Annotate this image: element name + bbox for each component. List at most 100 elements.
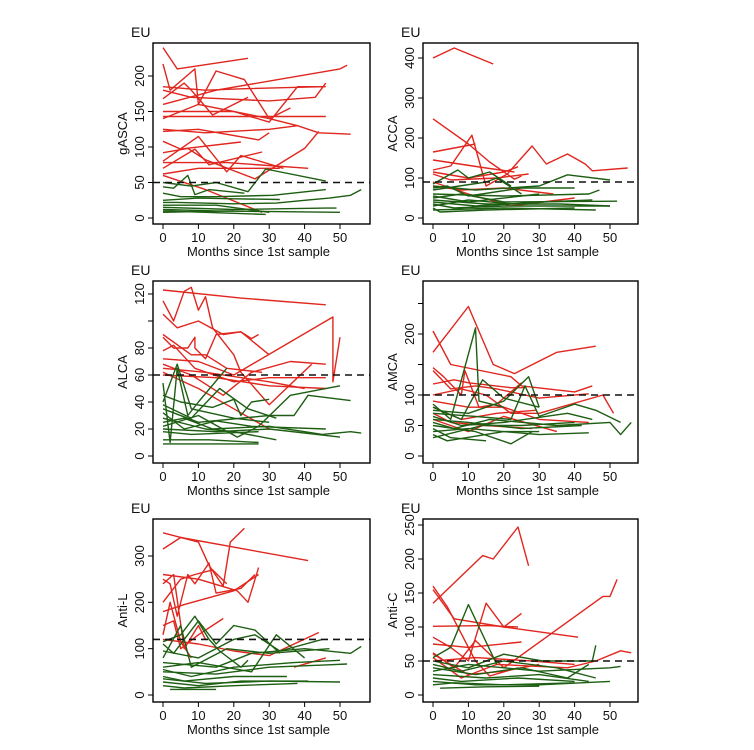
series-line-red xyxy=(162,601,192,659)
x-tick-label: 20 xyxy=(227,469,241,484)
panel-amca: 0 50 100 200 0 10 20 30 40 50 Months since 1st sam… xyxy=(385,262,639,498)
y-tick-label: 300 xyxy=(132,545,147,567)
y-tick-label: 0 xyxy=(402,214,417,221)
y-tick-label: 200 xyxy=(402,127,417,149)
x-tick-label: 0 xyxy=(429,708,436,723)
series-line-red xyxy=(432,330,593,393)
series-line-red xyxy=(162,125,298,134)
series-line-green xyxy=(432,603,498,665)
plot-frame xyxy=(422,280,639,464)
unit-label: EU xyxy=(401,262,420,278)
series-line-red xyxy=(432,173,529,181)
series-line-red xyxy=(162,148,263,169)
panel-acca: 0 100 200 300 400 0 10 20 30 40 50 Months since 1st… xyxy=(385,24,639,259)
series-line-red xyxy=(162,527,245,587)
x-tick-label: 50 xyxy=(603,230,617,245)
series-line-green xyxy=(162,168,326,193)
plot-frame xyxy=(152,280,371,464)
series-line-green xyxy=(162,682,298,689)
x-tick-label: 30 xyxy=(262,230,276,245)
plot-frame xyxy=(422,518,639,703)
series-line-red xyxy=(162,47,249,70)
series-line-red xyxy=(432,143,476,153)
x-tick-label: 30 xyxy=(532,708,546,723)
plot-frame xyxy=(152,518,371,703)
series-line-green xyxy=(432,177,522,195)
x-axis-label: Months since 1st sample xyxy=(187,722,330,737)
x-tick-label: 40 xyxy=(297,230,311,245)
y-tick-label: 50 xyxy=(402,418,417,432)
x-tick-label: 20 xyxy=(497,230,511,245)
y-tick-label: 150 xyxy=(402,582,417,604)
series-line-green xyxy=(162,663,348,675)
series-line-red xyxy=(162,174,263,213)
x-tick-label: 10 xyxy=(461,230,475,245)
series-line-green xyxy=(163,188,362,205)
series-line-green xyxy=(162,659,341,678)
series-line-green xyxy=(432,385,621,424)
x-axis-label: Months since 1st sample xyxy=(187,244,330,259)
x-tick-label: 50 xyxy=(333,708,347,723)
series-line-red xyxy=(162,631,320,657)
series-line-red xyxy=(163,85,326,123)
series-line-red xyxy=(162,313,259,340)
series-line-red xyxy=(162,64,348,106)
x-tick-label: 30 xyxy=(262,469,276,484)
series-line-green xyxy=(432,663,590,679)
series-line-red xyxy=(162,371,270,430)
x-tick-label: 30 xyxy=(262,708,276,723)
x-tick-label: 40 xyxy=(297,708,311,723)
series-group xyxy=(432,47,628,213)
series-line-red xyxy=(162,103,351,135)
series-line-red xyxy=(162,573,207,650)
x-tick-label: 40 xyxy=(297,469,311,484)
series-line-green xyxy=(162,417,362,436)
y-tick-label: 60 xyxy=(132,368,147,382)
series-line-red xyxy=(432,159,515,173)
series-line-green xyxy=(432,645,597,669)
x-tick-label: 10 xyxy=(461,469,475,484)
series-group xyxy=(162,527,362,691)
series-line-green xyxy=(432,174,611,191)
unit-label: EU xyxy=(401,500,420,516)
x-tick-label: 30 xyxy=(532,230,546,245)
series-line-green xyxy=(162,394,351,423)
y-tick-label: 200 xyxy=(402,323,417,345)
series-line-red xyxy=(432,134,628,187)
series-line-green xyxy=(432,663,621,672)
series-line-green xyxy=(162,417,277,441)
series-line-green xyxy=(162,188,326,198)
x-axis-label: Months since 1st sample xyxy=(456,244,599,259)
y-tick-label: 150 xyxy=(132,101,147,123)
y-tick-label: 200 xyxy=(132,591,147,613)
series-group xyxy=(432,305,632,445)
x-axis-label: Months since 1st sample xyxy=(456,722,599,737)
series-line-red xyxy=(162,167,280,175)
panel-anti-c: 0 50 100 150 200 250 0 10 20 30 40 50 Months since 1… xyxy=(385,500,639,737)
series-line-green xyxy=(162,197,280,201)
x-tick-label: 50 xyxy=(603,708,617,723)
series-line-red xyxy=(162,130,320,180)
series-line-green xyxy=(440,685,540,689)
series-line-red xyxy=(432,305,596,375)
series-line-red xyxy=(432,589,579,638)
y-tick-label: 50 xyxy=(402,654,417,668)
series-line-red xyxy=(432,388,615,414)
x-axis-label: Months since 1st sample xyxy=(187,483,330,498)
series-line-red xyxy=(432,370,589,399)
x-tick-label: 50 xyxy=(333,469,347,484)
series-line-red xyxy=(432,650,632,679)
y-tick-label: 300 xyxy=(402,87,417,109)
series-line-red xyxy=(432,656,575,666)
y-tick-label: 100 xyxy=(402,616,417,638)
series-line-green xyxy=(432,169,512,187)
series-line-green xyxy=(162,431,259,436)
series-line-red xyxy=(162,573,259,613)
series-line-green xyxy=(432,682,575,686)
series-line-red xyxy=(162,140,241,150)
series-line-red xyxy=(432,166,519,179)
